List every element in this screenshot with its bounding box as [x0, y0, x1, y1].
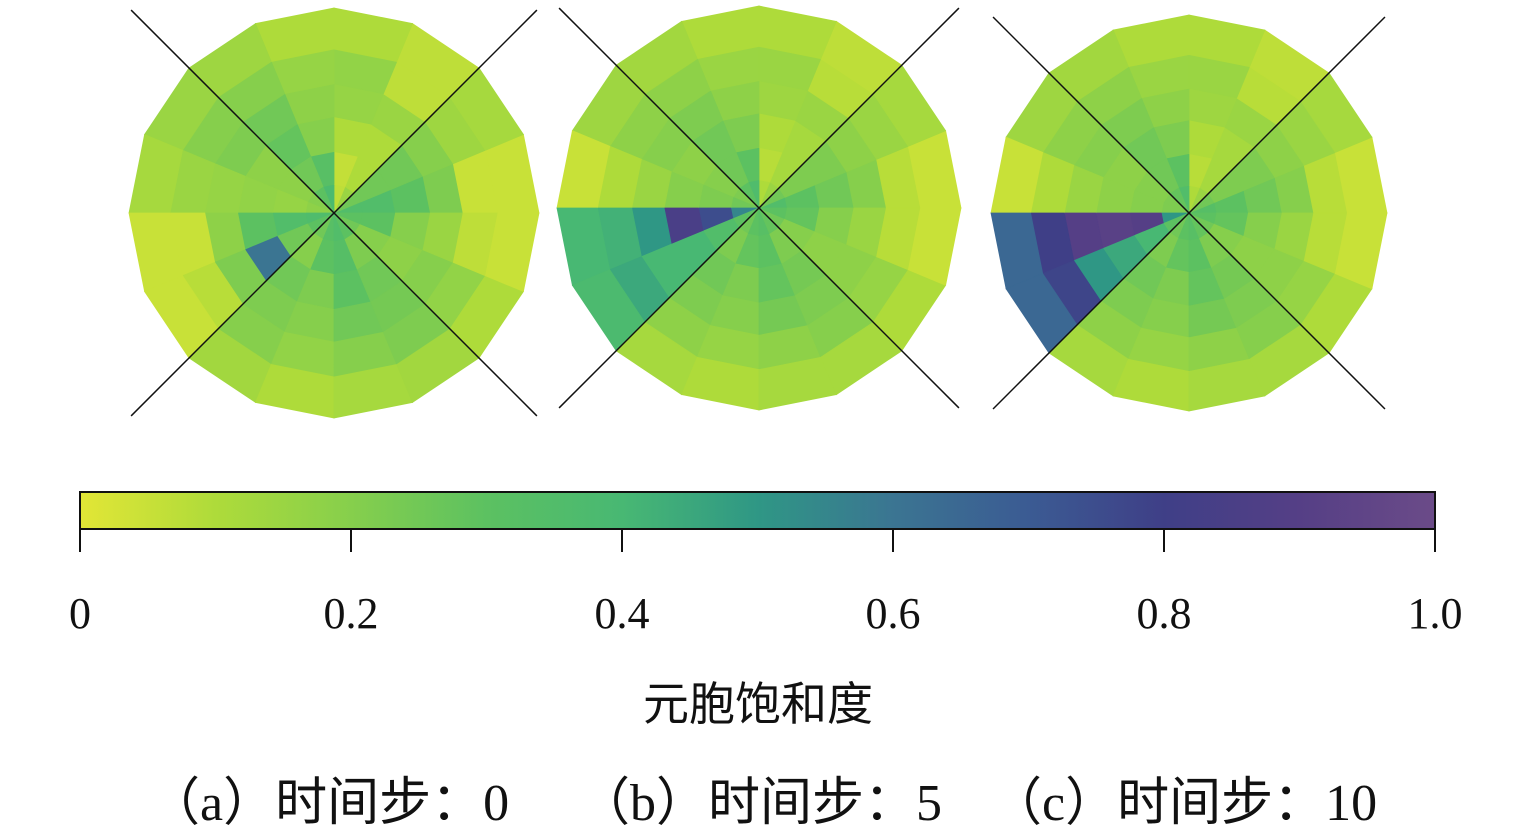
colorbar-tick-label: 0.6	[865, 589, 921, 638]
colorbar-tick-label: 0.8	[1136, 589, 1192, 638]
colorbar-tick-label: 0	[69, 589, 91, 638]
caption-b: （b）时间步：5	[578, 775, 943, 832]
caption-c: （c）时间步：10	[990, 775, 1378, 832]
polar-panel-b	[556, 5, 962, 411]
colorbar-tick-label: 0.4	[594, 589, 650, 638]
diagonal-line	[992, 16, 1386, 410]
diagonal-line	[558, 7, 960, 409]
diagonal-line	[130, 9, 538, 417]
colorbar-tick-label: 0.2	[323, 589, 379, 638]
heatmap-cell	[907, 207, 962, 286]
colorbar-label: 元胞饱和度	[643, 679, 873, 730]
polar-panel-a	[128, 7, 540, 419]
heatmap-cell	[485, 212, 540, 293]
colorbar	[79, 491, 1436, 530]
figure	[79, 5, 1436, 552]
polar-panel-c	[990, 14, 1388, 412]
colorbar-tick-label: 1.0	[1407, 589, 1463, 638]
heatmap-cell	[1334, 212, 1388, 290]
caption-a: （a）时间步：0	[148, 775, 510, 832]
